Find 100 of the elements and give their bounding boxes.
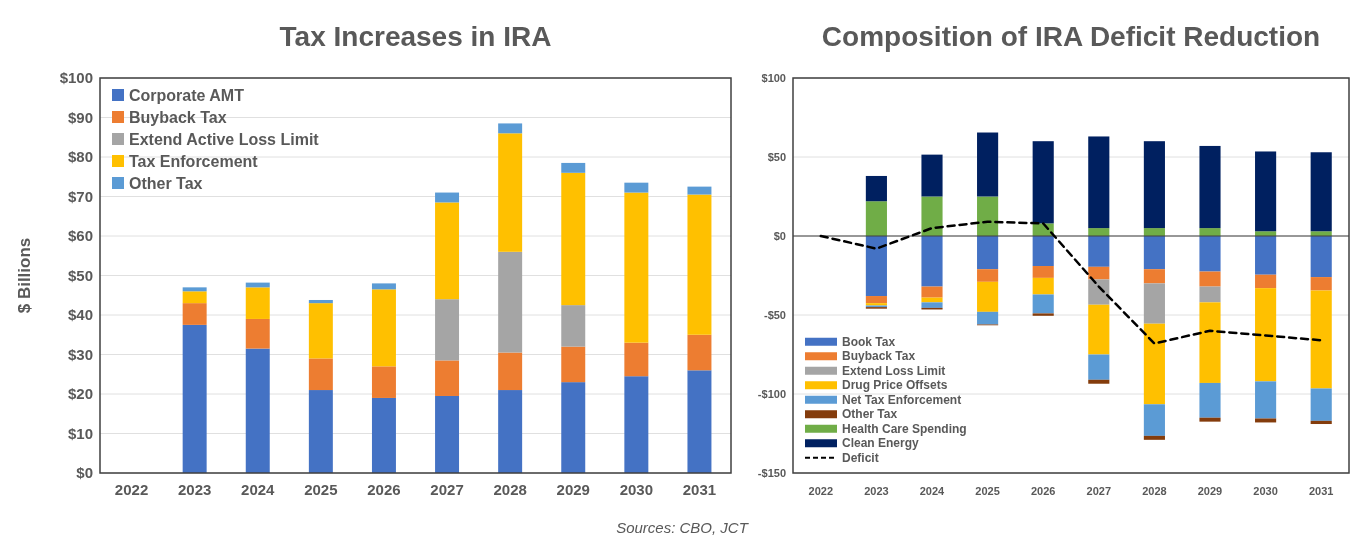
legend-label: Deficit — [842, 450, 879, 465]
x-tick-label: 2024 — [241, 481, 276, 498]
bar — [1088, 266, 1110, 280]
y-tick-label: $100 — [761, 71, 786, 84]
bar — [308, 358, 333, 391]
bar — [308, 299, 333, 304]
bar — [308, 390, 333, 473]
legend-label: Buyback Tax — [129, 108, 227, 126]
bar — [921, 286, 943, 298]
bar — [182, 303, 207, 325]
y-tick-label: $10 — [67, 424, 93, 442]
bar — [182, 324, 207, 473]
bar — [1143, 283, 1165, 324]
y-tick-label: $90 — [67, 108, 93, 126]
chart-title: Composition of IRA Deficit Reduction — [821, 21, 1321, 52]
bar — [1088, 354, 1110, 380]
y-tick-label: $50 — [67, 266, 93, 284]
bar — [1032, 294, 1054, 314]
y-tick-label: $0 — [773, 229, 786, 242]
y-tick-label: -$50 — [763, 308, 786, 321]
line-series — [819, 220, 1323, 345]
legend-label: Book Tax — [842, 334, 896, 349]
bar — [977, 311, 999, 325]
x-tick-label: 2022 — [808, 485, 834, 497]
y-tick-label: $20 — [67, 385, 93, 403]
bar — [1199, 271, 1221, 287]
bar — [865, 175, 887, 202]
bar — [624, 182, 649, 193]
x-tick-label: 2025 — [975, 485, 1000, 497]
bar — [435, 192, 460, 203]
x-tick-label: 2023 — [864, 485, 889, 497]
x-tick-label: 2031 — [682, 481, 717, 498]
bar — [371, 283, 396, 290]
legend-label: Health Care Spending — [842, 421, 967, 436]
x-tick-label: 2028 — [1142, 485, 1167, 497]
x-tick-label: 2027 — [430, 481, 464, 498]
x-tick-label: 2024 — [919, 485, 946, 497]
bar — [865, 236, 887, 297]
bar — [308, 303, 333, 359]
x-tick-label: 2030 — [619, 481, 654, 498]
y-tick-label: $0 — [76, 464, 93, 482]
legend-label: Clean Energy — [842, 436, 920, 451]
bar — [498, 123, 523, 134]
legend-label: Buyback Tax — [842, 349, 916, 364]
bar — [624, 376, 649, 473]
x-tick-label: 2023 — [177, 481, 212, 498]
bar — [1143, 236, 1165, 270]
bar — [561, 346, 586, 383]
bar — [561, 382, 586, 473]
bar — [865, 296, 887, 304]
bar — [624, 342, 649, 377]
bar — [371, 289, 396, 367]
bar — [245, 318, 270, 349]
bar — [1255, 236, 1277, 275]
bar — [1088, 279, 1110, 305]
y-tick-label: $60 — [67, 227, 93, 245]
bar — [435, 299, 460, 361]
bar — [1143, 269, 1165, 284]
bar — [977, 236, 999, 270]
y-tick-label: $80 — [67, 148, 93, 166]
bar — [977, 269, 999, 282]
bar — [1310, 152, 1332, 232]
bar — [245, 348, 270, 473]
bar — [435, 360, 460, 396]
bar — [1032, 266, 1054, 278]
bar — [245, 287, 270, 319]
bar — [977, 281, 999, 312]
y-tick-label: $70 — [67, 187, 93, 205]
bar — [1032, 277, 1054, 295]
x-tick-label: 2028 — [493, 481, 527, 498]
x-tick-label: 2031 — [1308, 485, 1334, 497]
bar — [1143, 435, 1165, 440]
bar — [1088, 379, 1110, 384]
legend-label: Corporate AMT — [129, 86, 245, 104]
bar — [1199, 417, 1221, 422]
bar — [977, 132, 999, 197]
bar — [1032, 313, 1054, 316]
y-tick-label: -$100 — [757, 387, 786, 400]
bar — [1199, 286, 1221, 303]
bar — [1310, 388, 1332, 421]
x-tick-label: 2026 — [367, 481, 401, 498]
bar — [921, 236, 943, 287]
legend-label: Other Tax — [842, 407, 898, 422]
x-tick-label: 2026 — [1030, 485, 1056, 497]
y-tick-label: $40 — [67, 306, 93, 324]
y-tick-label: $100 — [59, 69, 93, 87]
bar — [687, 370, 712, 473]
bar — [1199, 145, 1221, 229]
bar — [977, 196, 999, 236]
legend-label: Net Tax Enforcement — [842, 392, 962, 407]
bar — [1143, 404, 1165, 436]
bar — [1143, 141, 1165, 229]
y-tick-label: $30 — [67, 345, 93, 363]
bar — [1032, 141, 1054, 224]
bar — [371, 366, 396, 398]
bar — [1255, 418, 1277, 423]
bar — [1310, 277, 1332, 291]
bar — [435, 202, 460, 300]
bar — [921, 196, 943, 236]
source-note: Sources: CBO, JCT — [616, 519, 750, 536]
